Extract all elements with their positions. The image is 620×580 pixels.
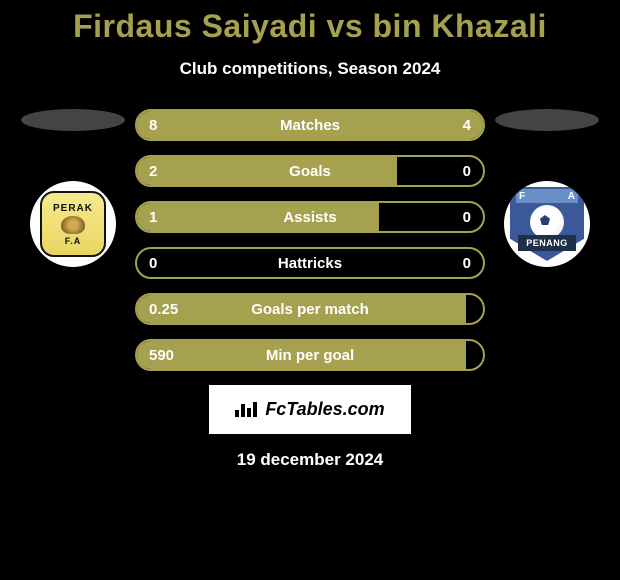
crest-bottom-text: PENANG	[518, 235, 576, 251]
stat-value-right: 4	[463, 117, 471, 134]
crest-bottom-text: F.A	[65, 236, 82, 246]
right-club-badge[interactable]: F A PENANG	[504, 181, 590, 267]
stat-value-right: 0	[463, 209, 471, 226]
date-text: 19 december 2024	[237, 450, 384, 470]
footer: FcTables.com 19 december 2024	[0, 385, 620, 470]
stat-label: Hattricks	[278, 255, 342, 272]
stat-label: Matches	[280, 117, 340, 134]
stat-fill-left	[137, 157, 397, 185]
tiger-icon	[61, 216, 85, 234]
stat-row: 1 0 Assists	[135, 201, 485, 233]
stat-value-right: 0	[463, 163, 471, 180]
stat-value-left: 2	[149, 163, 157, 180]
stat-value-left: 1	[149, 209, 157, 226]
stat-value-left: 590	[149, 347, 174, 364]
stats-bars: 8 4 Matches 2 0 Goals 1 0 Assists 0 0 Hattricks 0.25…	[135, 109, 485, 371]
stat-label: Min per goal	[266, 347, 354, 364]
stat-label: Goals per match	[251, 301, 369, 318]
crest-top-text: PERAK	[53, 203, 93, 214]
stat-row: 2 0 Goals	[135, 155, 485, 187]
stat-value-left: 0.25	[149, 301, 178, 318]
crest-top-band: F A	[516, 189, 578, 203]
stat-row: 8 4 Matches	[135, 109, 485, 141]
left-player-column: PERAK F.A	[21, 109, 125, 267]
stat-row: 0 0 Hattricks	[135, 247, 485, 279]
perak-crest: PERAK F.A	[40, 191, 106, 257]
stat-row: 0.25 Goals per match	[135, 293, 485, 325]
brand-link[interactable]: FcTables.com	[209, 385, 410, 434]
crest-top-right: A	[568, 191, 575, 202]
left-club-badge[interactable]: PERAK F.A	[30, 181, 116, 267]
stat-value-right: 0	[463, 255, 471, 272]
bar-chart-icon	[235, 402, 257, 417]
page-title: Firdaus Saiyadi vs bin Khazali	[0, 8, 620, 45]
left-player-silhouette	[21, 109, 125, 131]
crest-top-left: F	[519, 191, 525, 202]
right-player-silhouette	[495, 109, 599, 131]
stat-value-left: 8	[149, 117, 157, 134]
right-player-column: F A PENANG	[495, 109, 599, 267]
penang-crest: F A PENANG	[510, 187, 584, 261]
brand-text: FcTables.com	[265, 399, 384, 420]
stat-value-left: 0	[149, 255, 157, 272]
soccer-ball-icon	[530, 205, 564, 239]
comparison-card: Firdaus Saiyadi vs bin Khazali Club comp…	[0, 0, 620, 580]
stat-label: Goals	[289, 163, 331, 180]
stat-label: Assists	[283, 209, 336, 226]
subtitle: Club competitions, Season 2024	[0, 59, 620, 79]
main-row: PERAK F.A 8 4 Matches 2 0 Goals 1 0 Assists 0 0 Hat…	[0, 109, 620, 371]
stat-row: 590 Min per goal	[135, 339, 485, 371]
stat-fill-left	[137, 203, 379, 231]
